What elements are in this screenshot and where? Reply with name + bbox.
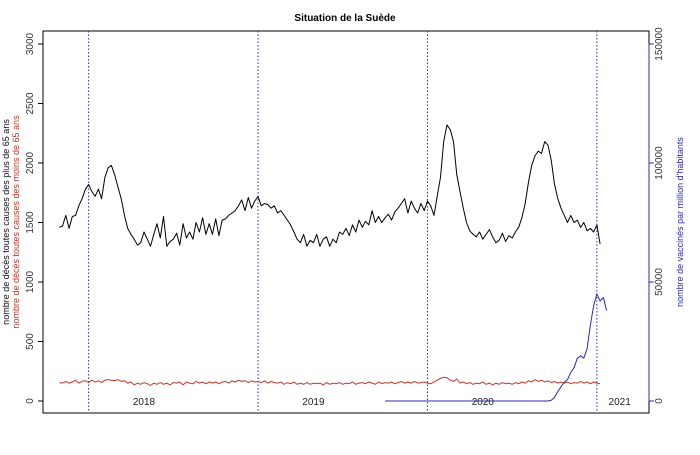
- series-group: [59, 124, 608, 402]
- year-label: 2020: [472, 397, 495, 408]
- left-tick-label: 1000: [25, 270, 36, 293]
- right-axis-title: nombre de vaccinés par million d'habitan…: [675, 137, 685, 307]
- left-tick-label: 2000: [25, 151, 36, 174]
- left-tick-label: 3000: [25, 32, 36, 55]
- chart-title: Situation de la Suède: [294, 13, 396, 24]
- series-line-over-65: [59, 124, 601, 247]
- year-label: 2018: [133, 397, 156, 408]
- right-tick-label: 0: [654, 398, 665, 404]
- year-label: 2021: [609, 397, 632, 408]
- year-boundary-lines: [88, 31, 598, 413]
- year-label: 2019: [302, 397, 325, 408]
- right-tick-label: 50000: [654, 268, 665, 296]
- right-tick-label: 100000: [654, 146, 665, 180]
- left-axis-title-2: nombre de décès toutes causes des moins …: [11, 115, 21, 329]
- series-line-under-65: [59, 376, 601, 386]
- left-tick-label: 0: [25, 398, 36, 404]
- left-tick-label: 1500: [25, 211, 36, 234]
- year-labels: 2018 2019 2020 2021: [133, 397, 631, 408]
- left-tick-label: 2500: [25, 92, 36, 115]
- plot-frame: [42, 30, 650, 414]
- right-axis-ticks: 0 50000 100000 150000: [648, 27, 665, 404]
- left-axis-title-1: nombre de décès toutes causes des plus d…: [1, 119, 11, 325]
- left-tick-label: 500: [25, 333, 36, 350]
- right-tick-label: 150000: [654, 27, 665, 61]
- left-axis-ticks: 0 500 1000 1500 2000 2500 3000: [25, 32, 43, 404]
- series-line-vaccinated: [385, 293, 608, 402]
